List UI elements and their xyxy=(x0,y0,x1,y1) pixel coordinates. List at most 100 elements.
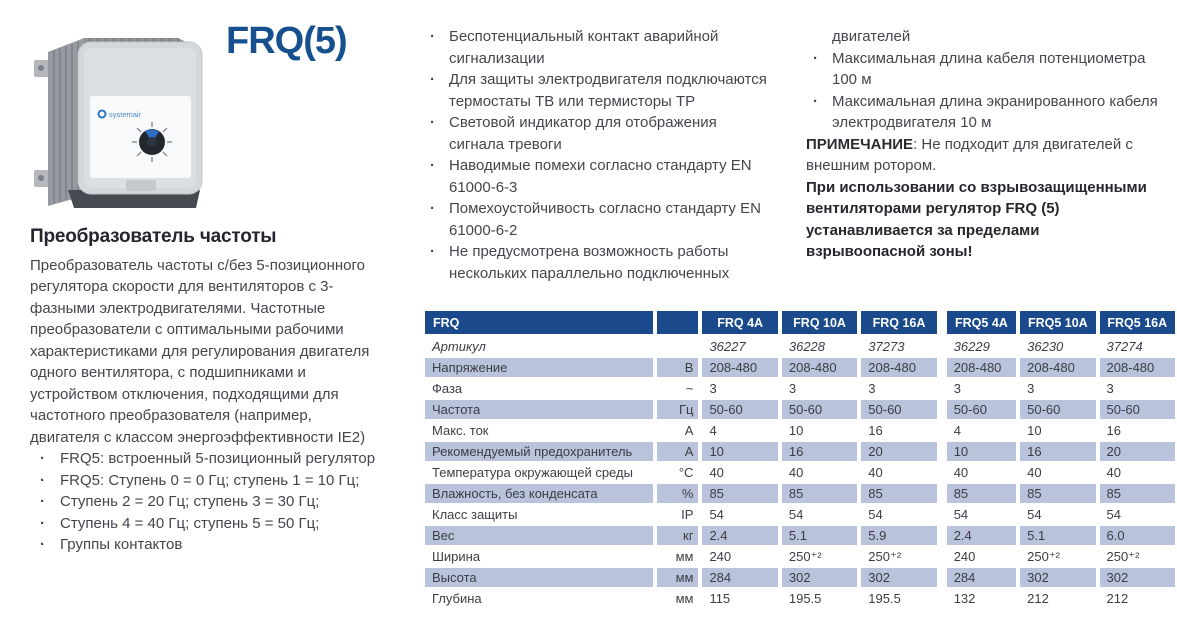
cell-value: 54 xyxy=(698,505,778,526)
table-row: Высота мм 284 302 302 284 302 302 xyxy=(425,568,1175,589)
list-item: FRQ5: Ступень 0 = 0 Гц; ступень 1 = 10 Г… xyxy=(30,470,382,492)
cell-value: 4 xyxy=(698,421,778,442)
list-item: Максимальная длина экранированного кабел… xyxy=(806,91,1162,134)
row-label: Ширина xyxy=(425,547,654,568)
table-row: Напряжение В 208-480 208-480 208-480 208-480 2… xyxy=(425,358,1175,379)
cell-value: 132 xyxy=(936,589,1017,610)
cell-value: 250⁺² xyxy=(777,547,858,568)
table-row: Частота Гц 50-60 50-60 50-60 50-60 50-60 50-60 xyxy=(425,400,1175,421)
row-unit: мм xyxy=(653,589,699,610)
bullet-continuation: двигателей xyxy=(832,28,911,45)
cell-value: 40 xyxy=(857,463,937,484)
cell-value: 20 xyxy=(857,442,937,463)
row-label: Напряжение xyxy=(425,358,654,379)
row-label: Высота xyxy=(425,568,654,589)
cell-value: 36230 xyxy=(1016,337,1096,358)
list-item: Группы контактов xyxy=(30,534,382,556)
list-item: Световой индикатор для отображения сигна… xyxy=(423,112,775,155)
row-label: Класс защиты xyxy=(425,505,654,526)
cell-value: 40 xyxy=(1095,463,1175,484)
list-item: Ступень 2 = 20 Гц; ступень 3 = 30 Гц; xyxy=(30,491,382,513)
cell-value: 85 xyxy=(936,484,1017,505)
cell-value: 16 xyxy=(1016,442,1096,463)
cell-value: 54 xyxy=(936,505,1017,526)
row-label: Вес xyxy=(425,526,654,547)
cell-value: 250⁺² xyxy=(1095,547,1175,568)
cell-value: 2.4 xyxy=(936,526,1017,547)
cell-value: 208-480 xyxy=(777,358,858,379)
row-unit: °C xyxy=(653,463,699,484)
list-item: Максимальная длина кабеля потенциометра … xyxy=(806,48,1162,91)
cell-value: 2.4 xyxy=(698,526,778,547)
middle-column: Беспотенциальный контакт аварийной сигна… xyxy=(423,26,775,284)
cell-value: 40 xyxy=(698,463,778,484)
cell-value: 240 xyxy=(698,547,778,568)
column-header: FRQ 4A xyxy=(698,311,778,337)
cell-value: 50-60 xyxy=(1095,400,1175,421)
cell-value: 50-60 xyxy=(777,400,858,421)
row-unit: A xyxy=(653,442,699,463)
row-label: Температура окружающей среды xyxy=(425,463,654,484)
cell-value: 85 xyxy=(1095,484,1175,505)
row-unit: В xyxy=(653,358,699,379)
column-header: FRQ5 4A xyxy=(936,311,1017,337)
frequency-converter-device-image: systemair xyxy=(34,38,203,208)
cell-value: 10 xyxy=(936,442,1017,463)
cell-value: 16 xyxy=(777,442,858,463)
cell-value: 3 xyxy=(1016,379,1096,400)
device-bottom-tab xyxy=(126,180,156,191)
table-row: Влажность, без конденсата% 85 85 85 85 85 85 xyxy=(425,484,1175,505)
cell-value: 284 xyxy=(698,568,778,589)
cell-value: 16 xyxy=(857,421,937,442)
row-unit: кг xyxy=(653,526,699,547)
row-label: Фаза xyxy=(425,379,654,400)
cell-value: 50-60 xyxy=(936,400,1017,421)
cell-value: 4 xyxy=(936,421,1017,442)
table-row: Вес кг 2.4 5.1 5.9 2.4 5.1 6.0 xyxy=(425,526,1175,547)
cell-value: 16 xyxy=(1095,421,1175,442)
row-unit: A xyxy=(653,421,699,442)
cell-value: 54 xyxy=(1016,505,1096,526)
cell-value: 302 xyxy=(857,568,937,589)
right-column: двигателей Максимальная длина кабеля пот… xyxy=(806,26,1162,263)
cell-value: 3 xyxy=(698,379,778,400)
row-unit: мм xyxy=(653,547,699,568)
cell-value: 10 xyxy=(1016,421,1096,442)
cell-value: 10 xyxy=(698,442,778,463)
row-label: Глубина xyxy=(425,589,654,610)
row-label: Рекомендуемый предохранитель xyxy=(425,442,654,463)
row-unit: % xyxy=(653,484,699,505)
cell-value: 3 xyxy=(1095,379,1175,400)
left-column: Преобразователь частоты Преобразователь … xyxy=(30,226,382,556)
note-paragraph: ПРИМЕЧАНИЕ: Не подходит для двигателей с… xyxy=(806,134,1162,177)
cell-value: 40 xyxy=(1016,463,1096,484)
list-item: Беспотенциальный контакт аварийной сигна… xyxy=(423,26,775,69)
row-unit: мм xyxy=(653,568,699,589)
cell-value: 3 xyxy=(857,379,937,400)
cell-value: 302 xyxy=(1016,568,1096,589)
column-header: FRQ 10A xyxy=(777,311,858,337)
cell-value: 50-60 xyxy=(857,400,937,421)
cell-value: 54 xyxy=(857,505,937,526)
note-label: ПРИМЕЧАНИЕ xyxy=(806,135,914,153)
table-row: Артикул 36227 36228 37273 36229 36230 37274 xyxy=(425,337,1175,358)
note-text: : Не подходит для двигателей с внешним р… xyxy=(806,135,1133,175)
cell-value: 212 xyxy=(1016,589,1096,610)
list-item: FRQ5: встроенный 5-позиционный регулятор xyxy=(30,448,382,470)
cell-value: 302 xyxy=(777,568,858,589)
row-unit: IP xyxy=(653,505,699,526)
row-unit: ~ xyxy=(653,379,699,400)
list-item: Ступень 4 = 40 Гц; ступень 5 = 50 Гц; xyxy=(30,513,382,535)
cell-value: 250⁺² xyxy=(857,547,937,568)
unit-column-header xyxy=(653,311,699,337)
cell-value: 195.5 xyxy=(777,589,858,610)
list-item: Не предусмотрена возможность работы неск… xyxy=(423,241,775,284)
cell-value: 3 xyxy=(936,379,1017,400)
section-heading: Преобразователь частоты xyxy=(30,226,277,247)
row-unit: Гц xyxy=(653,400,699,421)
cell-value: 85 xyxy=(1016,484,1096,505)
cell-value: 10 xyxy=(777,421,858,442)
table-row: Температура окружающей среды °C 40 40 40 40 40… xyxy=(425,463,1175,484)
cell-value: 36229 xyxy=(936,337,1017,358)
table-row: Рекомендуемый предохранитель A 10 16 20 10 16 2… xyxy=(425,442,1175,463)
